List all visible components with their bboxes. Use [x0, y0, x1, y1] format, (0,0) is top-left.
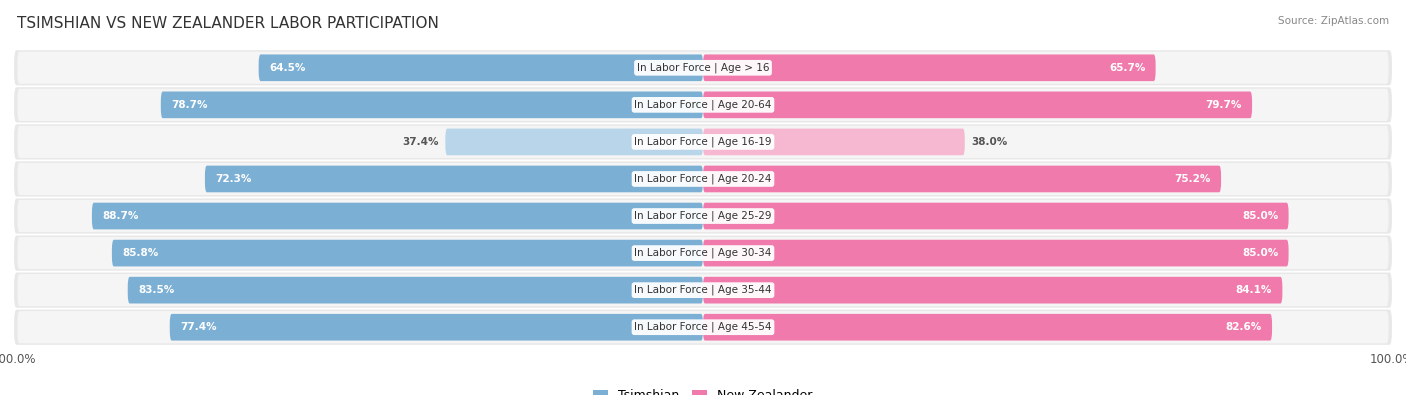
Text: In Labor Force | Age 35-44: In Labor Force | Age 35-44 — [634, 285, 772, 295]
FancyBboxPatch shape — [14, 273, 1392, 308]
Text: 37.4%: 37.4% — [402, 137, 439, 147]
Legend: Tsimshian, New Zealander: Tsimshian, New Zealander — [589, 384, 817, 395]
FancyBboxPatch shape — [14, 124, 1392, 160]
Text: In Labor Force | Age 45-54: In Labor Force | Age 45-54 — [634, 322, 772, 333]
Text: TSIMSHIAN VS NEW ZEALANDER LABOR PARTICIPATION: TSIMSHIAN VS NEW ZEALANDER LABOR PARTICI… — [17, 16, 439, 31]
FancyBboxPatch shape — [17, 274, 1389, 306]
Text: In Labor Force | Age 16-19: In Labor Force | Age 16-19 — [634, 137, 772, 147]
Text: Source: ZipAtlas.com: Source: ZipAtlas.com — [1278, 16, 1389, 26]
Text: 64.5%: 64.5% — [269, 63, 305, 73]
FancyBboxPatch shape — [703, 55, 1156, 81]
FancyBboxPatch shape — [14, 235, 1392, 271]
Text: 83.5%: 83.5% — [138, 285, 174, 295]
FancyBboxPatch shape — [170, 314, 703, 340]
Text: 85.0%: 85.0% — [1241, 248, 1278, 258]
FancyBboxPatch shape — [14, 162, 1392, 197]
FancyBboxPatch shape — [446, 128, 703, 155]
FancyBboxPatch shape — [14, 87, 1392, 122]
FancyBboxPatch shape — [259, 55, 703, 81]
FancyBboxPatch shape — [14, 310, 1392, 345]
Text: 84.1%: 84.1% — [1236, 285, 1272, 295]
Text: 79.7%: 79.7% — [1205, 100, 1241, 110]
FancyBboxPatch shape — [703, 203, 1289, 229]
Text: 88.7%: 88.7% — [103, 211, 139, 221]
FancyBboxPatch shape — [703, 166, 1220, 192]
FancyBboxPatch shape — [703, 128, 965, 155]
FancyBboxPatch shape — [703, 277, 1282, 303]
FancyBboxPatch shape — [17, 200, 1389, 232]
Text: 77.4%: 77.4% — [180, 322, 217, 332]
FancyBboxPatch shape — [160, 92, 703, 118]
FancyBboxPatch shape — [17, 237, 1389, 269]
Text: 82.6%: 82.6% — [1226, 322, 1261, 332]
Text: In Labor Force | Age 25-29: In Labor Force | Age 25-29 — [634, 211, 772, 221]
FancyBboxPatch shape — [703, 240, 1289, 267]
Text: In Labor Force | Age 20-24: In Labor Force | Age 20-24 — [634, 174, 772, 184]
Text: In Labor Force | Age 30-34: In Labor Force | Age 30-34 — [634, 248, 772, 258]
FancyBboxPatch shape — [17, 89, 1389, 121]
Text: 38.0%: 38.0% — [972, 137, 1008, 147]
FancyBboxPatch shape — [703, 92, 1253, 118]
FancyBboxPatch shape — [17, 163, 1389, 195]
FancyBboxPatch shape — [17, 52, 1389, 84]
FancyBboxPatch shape — [17, 126, 1389, 158]
FancyBboxPatch shape — [112, 240, 703, 267]
Text: 85.0%: 85.0% — [1241, 211, 1278, 221]
FancyBboxPatch shape — [17, 311, 1389, 343]
FancyBboxPatch shape — [128, 277, 703, 303]
FancyBboxPatch shape — [14, 198, 1392, 233]
Text: 65.7%: 65.7% — [1109, 63, 1146, 73]
FancyBboxPatch shape — [91, 203, 703, 229]
Text: 72.3%: 72.3% — [215, 174, 252, 184]
Text: 78.7%: 78.7% — [172, 100, 208, 110]
FancyBboxPatch shape — [703, 314, 1272, 340]
Text: 75.2%: 75.2% — [1174, 174, 1211, 184]
FancyBboxPatch shape — [14, 50, 1392, 85]
Text: 85.8%: 85.8% — [122, 248, 159, 258]
Text: In Labor Force | Age > 16: In Labor Force | Age > 16 — [637, 62, 769, 73]
FancyBboxPatch shape — [205, 166, 703, 192]
Text: In Labor Force | Age 20-64: In Labor Force | Age 20-64 — [634, 100, 772, 110]
